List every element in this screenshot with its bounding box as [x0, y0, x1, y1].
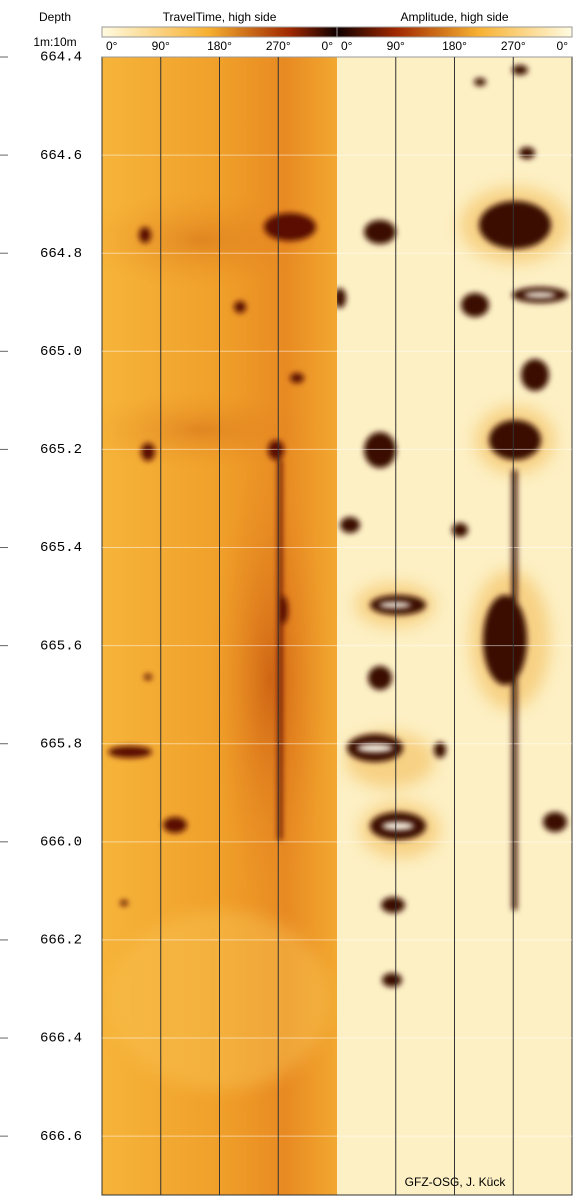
x-tick-label: 90° — [387, 39, 405, 53]
y-tick-label: 665.6 — [40, 638, 82, 654]
y-tick-label: 665.2 — [40, 442, 82, 458]
y-tick-label: 665.4 — [40, 540, 82, 556]
y-tick-label: 665.8 — [40, 736, 82, 752]
x-tick-label: 270° — [266, 39, 291, 53]
x-tick-label: 0° — [557, 39, 569, 53]
y-tick-label: 666.2 — [40, 933, 82, 949]
x-tick-label: 0° — [341, 39, 353, 53]
y-tick-label: 664.6 — [40, 148, 82, 164]
x-tick-label: 0° — [322, 39, 334, 53]
panel-title: TravelTime, high side — [163, 10, 277, 24]
panel-title: Amplitude, high side — [400, 10, 508, 24]
colorbar — [336, 26, 573, 38]
y-tick-label: 664.8 — [40, 246, 82, 262]
y-tick-label: 666.6 — [40, 1129, 82, 1145]
y-tick-label: 665.0 — [40, 344, 82, 360]
y-tick-label: 664.4 — [40, 50, 82, 66]
y-tick-label: 666.0 — [40, 835, 82, 851]
x-tick-label: 180° — [442, 39, 467, 53]
x-tick-label: 90° — [152, 39, 170, 53]
credit: GFZ-OSG, J. Kück — [405, 1175, 507, 1189]
depth-label: Depth — [39, 10, 71, 24]
y-tick-label: 666.4 — [40, 1031, 82, 1047]
traveltime-image — [102, 57, 337, 1195]
colorbar — [101, 26, 338, 38]
x-tick-label: 270° — [501, 39, 526, 53]
x-tick-label: 180° — [207, 39, 232, 53]
scale-label: 1m:10m — [33, 35, 76, 49]
amplitude-image — [337, 57, 572, 1195]
x-tick-label: 0° — [106, 39, 118, 53]
